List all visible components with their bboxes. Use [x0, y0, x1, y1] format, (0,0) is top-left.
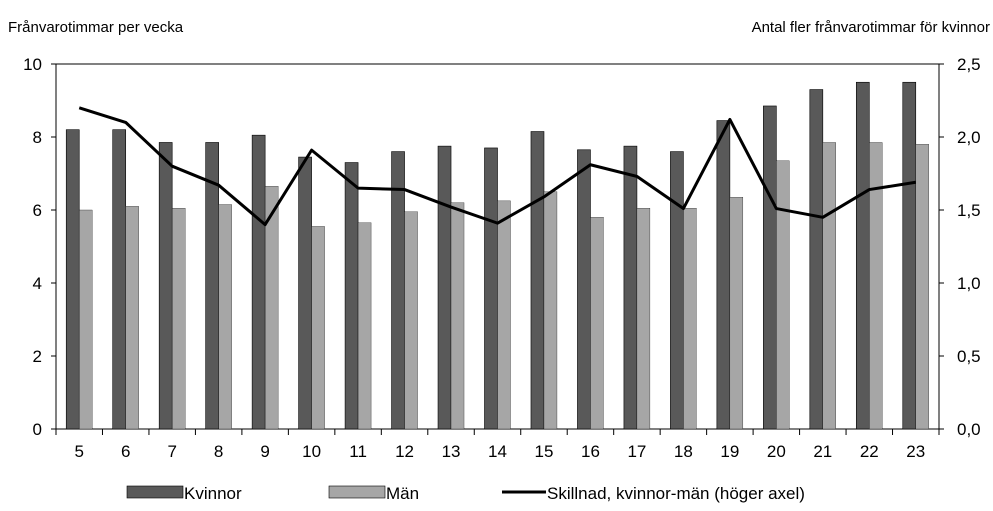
x-tick-label: 5: [75, 442, 84, 461]
bar-kvinnor: [112, 129, 127, 430]
x-tick-label: 18: [674, 442, 693, 461]
bar-kvinnor: [716, 120, 731, 430]
bar-kvinnor: [530, 131, 545, 430]
bar-man: [497, 200, 511, 430]
difference-line-group: [78, 106, 916, 227]
bar-kvinnor: [670, 151, 684, 430]
bar-man: [636, 208, 651, 430]
x-tick-label: 21: [813, 442, 832, 461]
bar-man: [404, 211, 418, 430]
bar-kvinnor: [484, 147, 498, 430]
bar-kvinnor: [855, 81, 870, 430]
bar-kvinnor: [298, 156, 312, 430]
x-tick-label: 11: [349, 442, 367, 461]
bars: [65, 81, 929, 430]
bar-kvinnor: [623, 145, 638, 430]
left-axis-title: Frånvarotimmar per vecka: [8, 19, 184, 36]
bar-man: [776, 160, 790, 430]
bar-kvinnor: [809, 89, 824, 430]
right-tick-label: 2,0: [957, 128, 981, 147]
legend-label: Kvinnor: [184, 484, 242, 503]
x-tick-label: 14: [488, 442, 507, 461]
bar-man: [79, 209, 93, 430]
x-tick-label: 16: [581, 442, 600, 461]
left-tick-label: 2: [33, 347, 42, 366]
bar-man: [590, 217, 604, 430]
right-tick-label: 1,0: [957, 274, 981, 293]
bar-kvinnor: [65, 129, 80, 430]
bar-kvinnor: [391, 151, 405, 430]
right-tick-label: 0,0: [957, 420, 981, 439]
bar-kvinnor: [158, 142, 173, 430]
left-tick-label: 6: [33, 201, 42, 220]
x-tick-label: 10: [302, 442, 321, 461]
bar-man: [683, 208, 697, 430]
bar-man: [311, 226, 325, 430]
bar-kvinnor: [902, 81, 917, 430]
x-tick-label: 7: [167, 442, 176, 461]
bar-man: [264, 186, 279, 430]
left-tick-label: 8: [33, 128, 42, 147]
x-tick-label: 15: [535, 442, 554, 461]
right-tick-label: 1,5: [957, 201, 981, 220]
right-tick-label: 2,5: [957, 55, 981, 74]
x-tick-label: 22: [860, 442, 879, 461]
bar-man: [218, 204, 232, 430]
bar-man: [543, 191, 558, 430]
x-tick-label: 12: [395, 442, 414, 461]
bar-man: [172, 208, 186, 430]
right-axis-title: Antal fler frånvarotimmar för kvinnor: [752, 19, 990, 36]
bar-kvinnor: [577, 149, 591, 430]
x-tick-label: 6: [121, 442, 130, 461]
x-tick-label: 8: [214, 442, 223, 461]
x-tick-label: 19: [720, 442, 739, 461]
bar-man: [915, 144, 929, 430]
legend: Kvinnor Män Skillnad, kvinnor-män (höger a…: [126, 484, 805, 503]
right-tick-label: 0,5: [957, 347, 981, 366]
x-tick-label: 20: [767, 442, 786, 461]
left-tick-label: 0: [33, 420, 42, 439]
bar-man: [822, 142, 836, 430]
bar-kvinnor: [344, 162, 359, 430]
bar-kvinnor: [763, 105, 777, 430]
legend-swatch: [126, 485, 184, 499]
bar-man: [357, 222, 372, 430]
x-tick-label: 9: [260, 442, 269, 461]
left-tick-label: 10: [23, 55, 42, 74]
difference-line: [78, 106, 916, 227]
legend-swatch: [328, 485, 386, 499]
bar-man: [125, 206, 139, 430]
bar-man: [869, 142, 883, 430]
bar-man: [729, 197, 744, 430]
bar-kvinnor: [437, 145, 452, 430]
left-tick-label: 4: [33, 274, 42, 293]
x-tick-label: 17: [627, 442, 646, 461]
x-tick-label: 23: [906, 442, 925, 461]
legend-label: Skillnad, kvinnor-män (höger axel): [547, 484, 805, 503]
x-tick-label: 13: [442, 442, 461, 461]
bar-kvinnor: [251, 134, 266, 430]
bar-man: [450, 202, 465, 430]
axes: 0 2 4 6 8 10 0,0 0,5 1,0 1,5 2,0 2,5 5 6 7 8 9 10 11 12 13 14…: [23, 55, 981, 461]
legend-label: Män: [386, 484, 419, 503]
